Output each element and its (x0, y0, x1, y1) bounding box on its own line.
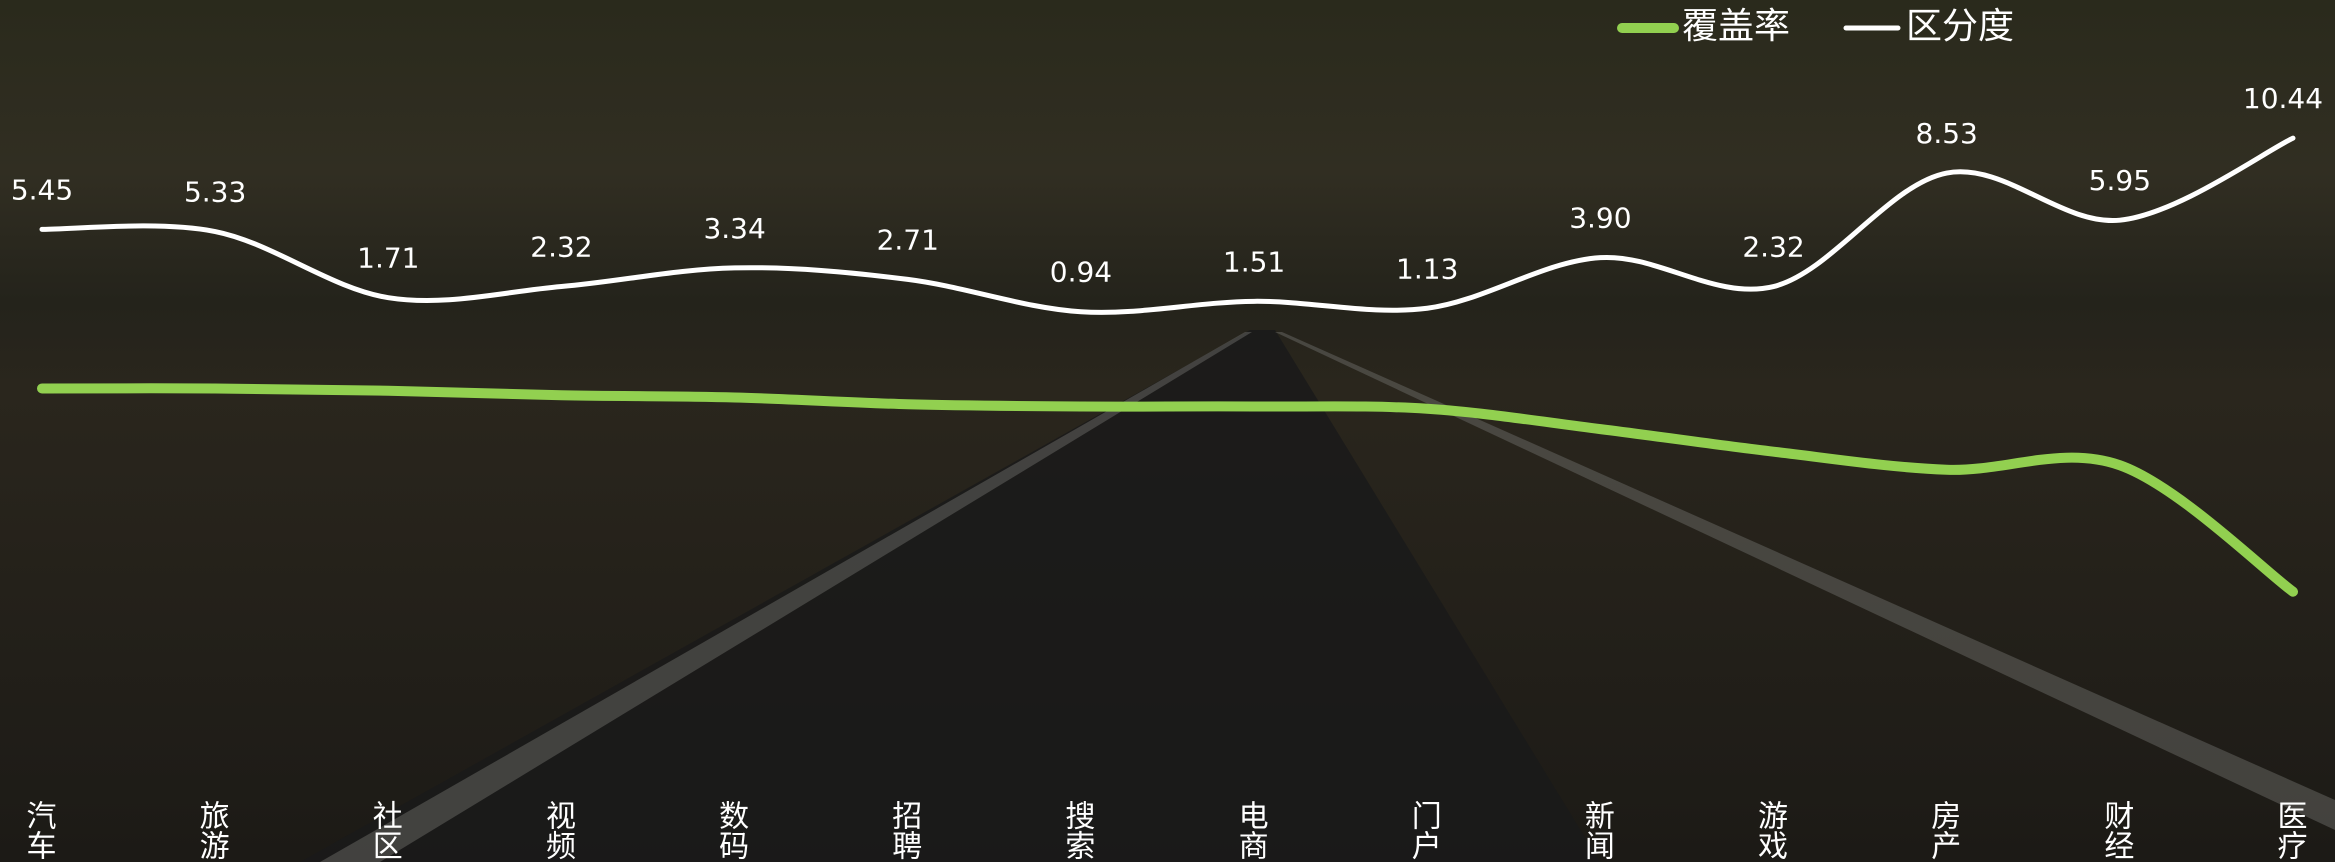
x-tick-label: 房产 (1925, 800, 1961, 860)
data-label: 1.51 (1223, 245, 1285, 278)
road-line (320, 332, 1252, 862)
x-tick-label: 门户 (1406, 800, 1441, 860)
x-tick-label: 社区 (367, 800, 403, 860)
data-label: 5.33 (184, 176, 246, 209)
x-tick-label: 视频 (540, 800, 575, 860)
x-tick-label: 搜索 (1059, 800, 1094, 860)
x-tick-label: 医疗 (2272, 800, 2308, 860)
road-line (1275, 332, 2335, 830)
legend-label: 区分度 (1906, 6, 2014, 47)
data-label: 2.32 (530, 231, 592, 264)
legend: 覆盖率 区分度 (1617, 6, 2014, 47)
series-line (37, 383, 2298, 597)
road (300, 330, 1600, 862)
data-label: 8.53 (1916, 117, 1978, 150)
data-label: 1.71 (357, 242, 419, 275)
data-label: 5.95 (2089, 164, 2151, 197)
data-label: 5.45 (11, 173, 73, 206)
data-label: 1.13 (1396, 252, 1458, 285)
legend-label: 覆盖率 (1682, 6, 1790, 47)
data-label: 0.94 (1050, 256, 1112, 289)
x-tick-label: 招聘 (886, 800, 922, 860)
data-label: 2.32 (1742, 231, 1804, 264)
x-tick-label: 电商 (1233, 800, 1268, 860)
x-tick-label: 数码 (713, 800, 749, 860)
data-label: 3.90 (1569, 202, 1631, 235)
x-tick-label: 汽车 (21, 800, 56, 860)
x-tick-label: 新闻 (1579, 800, 1614, 860)
x-tick-label: 旅游 (194, 800, 230, 860)
x-tick-label: 游戏 (1752, 800, 1788, 860)
data-label: 10.44 (2243, 82, 2323, 115)
series-line (39, 135, 2296, 315)
x-tick-label: 财经 (2098, 800, 2134, 860)
data-label: 3.34 (703, 212, 765, 245)
data-label: 2.71 (877, 223, 939, 256)
